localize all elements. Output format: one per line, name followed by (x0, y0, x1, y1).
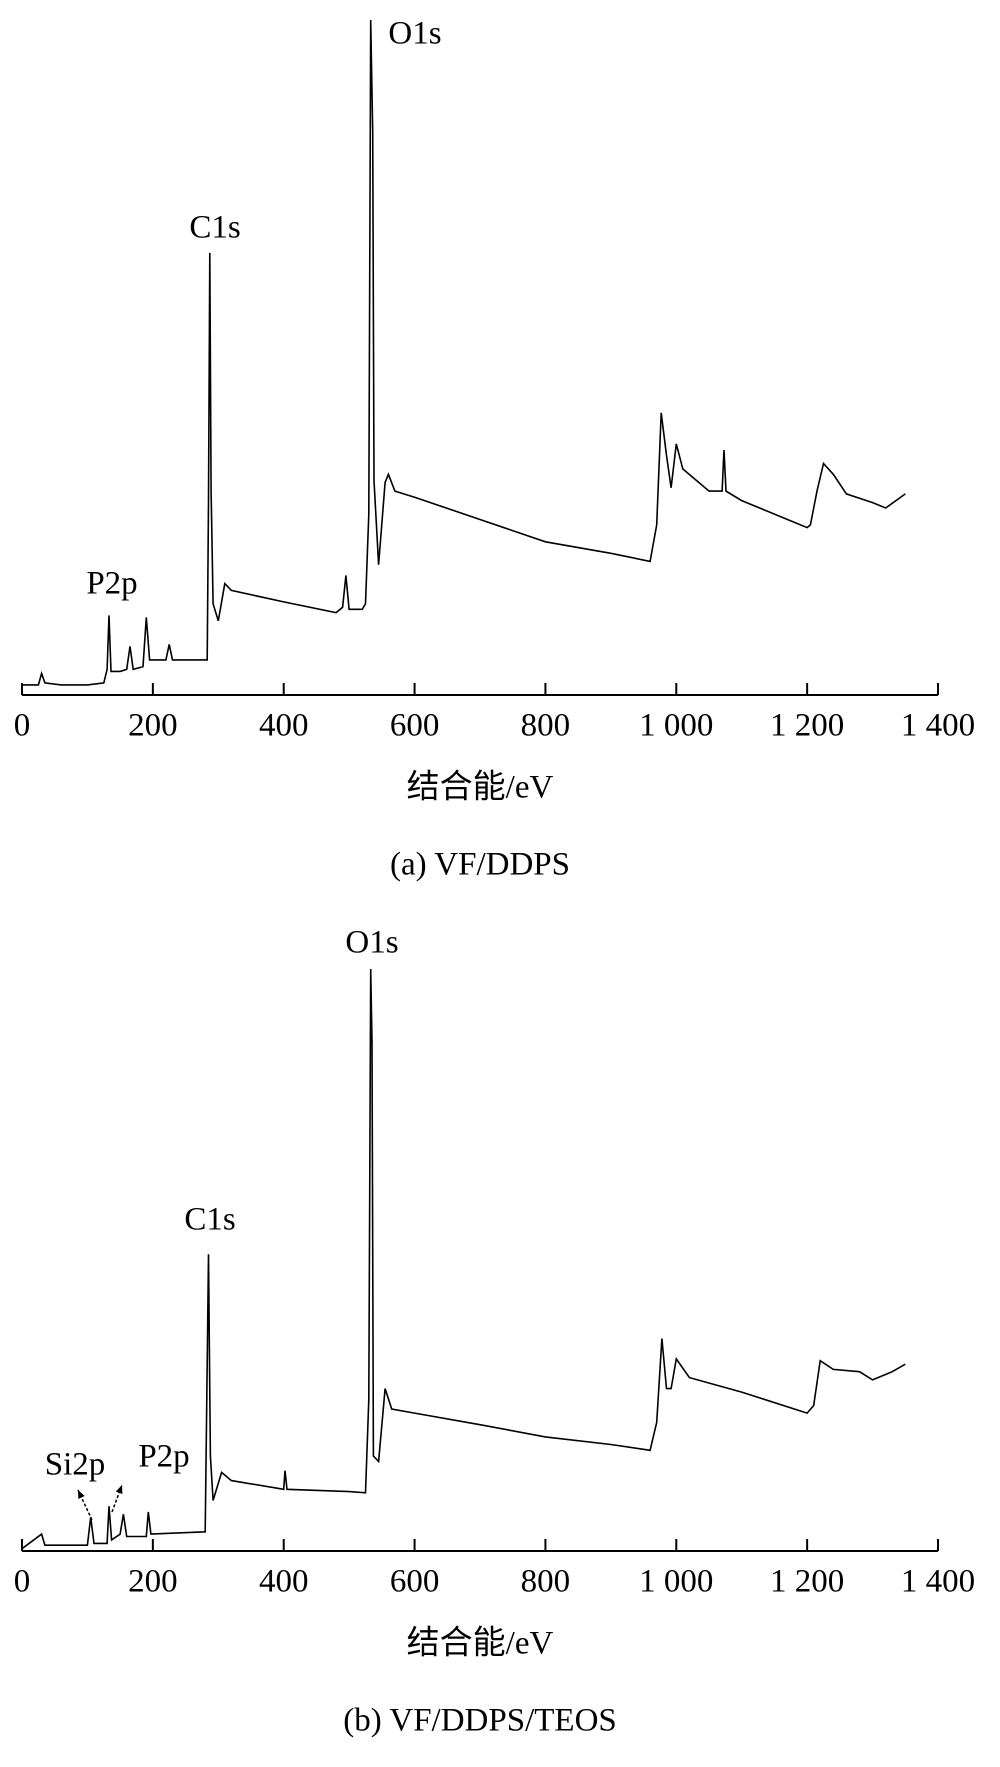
x-axis-label: 结合能/eV (407, 1625, 554, 1662)
x-tick-label: 200 (128, 708, 178, 744)
x-tick-label: 1 000 (639, 708, 713, 744)
spectrum-line (21, 968, 906, 1550)
arrow-head (78, 1490, 85, 1499)
x-axis-label: 结合能/eV (407, 769, 554, 806)
x-tick-label: 1 000 (639, 1564, 713, 1600)
x-tick-label: 1 400 (901, 708, 975, 744)
x-tick-label: 1 200 (770, 708, 844, 744)
x-tick-label: 200 (128, 1564, 178, 1600)
x-tick-label: 0 (14, 1564, 31, 1600)
x-tick-label: 800 (521, 1564, 571, 1600)
x-tick-label: 400 (259, 1564, 309, 1600)
peak-label: C1s (189, 210, 240, 246)
caption: (b) VF/DDPS/TEOS (343, 1703, 617, 1739)
peak-label: Si2p (45, 1447, 106, 1483)
arrow-head (115, 1485, 123, 1494)
x-tick-label: 0 (14, 708, 31, 744)
x-tick-label: 400 (259, 708, 309, 744)
x-tick-label: 1 200 (770, 1564, 844, 1600)
caption: (a) VF/DDPS (390, 847, 570, 883)
peak-label: O1s (345, 925, 398, 961)
peak-label: O1s (388, 16, 441, 52)
spectrum-line (22, 19, 906, 686)
peak-label: P2p (138, 1439, 189, 1475)
x-tick-label: 600 (390, 708, 440, 744)
peak-label: C1s (184, 1202, 235, 1238)
x-tick-label: 1 400 (901, 1564, 975, 1600)
x-tick-label: 800 (521, 708, 571, 744)
peak-label: P2p (86, 566, 137, 602)
x-tick-label: 600 (390, 1564, 440, 1600)
